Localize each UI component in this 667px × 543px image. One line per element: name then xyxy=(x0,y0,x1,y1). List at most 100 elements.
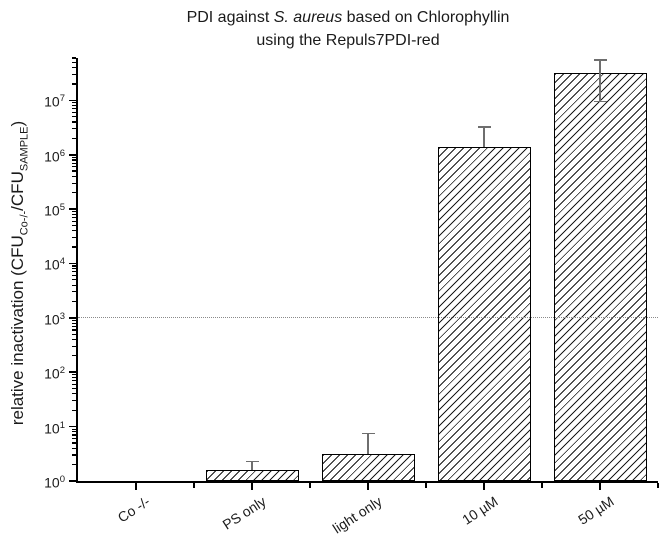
y-axis-minor-tick xyxy=(71,329,76,331)
y-axis-minor-tick xyxy=(71,66,76,69)
y-axis-minor-tick xyxy=(71,442,76,444)
y-axis-major-tick xyxy=(69,262,76,265)
y-axis-minor-tick xyxy=(71,236,76,239)
y-axis-minor-tick xyxy=(71,116,76,118)
title-text: based on Chlorophyllin xyxy=(342,9,510,26)
y-axis-minor-tick xyxy=(71,374,76,376)
y-axis-minor-tick xyxy=(71,383,76,385)
y-tick-label: 105 xyxy=(44,202,65,219)
y-axis-minor-tick xyxy=(71,279,76,281)
y-axis-minor-tick xyxy=(71,213,76,215)
y-axis-minor-tick xyxy=(71,108,76,110)
y-axis-minor-tick xyxy=(71,182,76,184)
y-axis-minor-tick xyxy=(71,111,76,113)
bar-10-m xyxy=(437,146,531,481)
x-axis-major-tick xyxy=(251,483,253,490)
y-tick-label: 100 xyxy=(44,474,65,491)
y-axis-minor-tick xyxy=(71,137,76,139)
bar-50-m xyxy=(553,72,647,481)
y-axis-minor-tick xyxy=(71,319,76,321)
x-axis-major-tick xyxy=(483,483,485,490)
error-bar-line xyxy=(367,433,369,454)
x-tick-label: 10 µM xyxy=(459,493,501,528)
x-tick-label: Co -/- xyxy=(114,493,153,526)
y-axis-minor-tick xyxy=(71,156,76,158)
x-axis-minor-tick xyxy=(193,483,195,488)
error-bar-bottom-cap xyxy=(593,100,607,103)
x-axis-minor-tick xyxy=(425,483,427,488)
y-axis-major-tick xyxy=(69,371,76,374)
y-axis-minor-tick xyxy=(71,102,76,104)
y-axis-major-tick xyxy=(69,317,76,319)
error-bar-top-cap xyxy=(477,126,491,128)
y-axis-minor-tick xyxy=(71,128,76,130)
reference-line xyxy=(78,317,658,319)
y-axis-minor-tick xyxy=(71,166,76,168)
y-tick-label: 107 xyxy=(44,93,65,110)
y-axis-minor-tick xyxy=(71,230,76,232)
y-axis-minor-tick xyxy=(71,284,76,286)
y-axis-minor-tick xyxy=(71,322,76,324)
y-axis-minor-tick xyxy=(71,224,76,227)
plot-area xyxy=(78,58,658,481)
y-axis-major-tick xyxy=(69,425,76,428)
y-axis-minor-tick xyxy=(71,380,76,382)
y-axis-minor-tick xyxy=(71,431,76,433)
y-axis-minor-tick xyxy=(71,170,76,172)
x-axis-major-tick xyxy=(367,483,369,490)
y-tick-label: 106 xyxy=(44,147,65,165)
y-axis-minor-tick xyxy=(71,355,76,357)
y-axis-minor-tick xyxy=(71,338,76,341)
y-axis-major-tick xyxy=(69,99,76,102)
error-bar-line xyxy=(483,127,485,147)
y-axis-minor-tick xyxy=(71,345,76,347)
x-axis-minor-tick xyxy=(541,483,543,488)
x-axis-minor-tick xyxy=(309,483,311,488)
y-tick-label: 104 xyxy=(44,256,65,274)
x-axis-line xyxy=(76,481,658,483)
y-axis-minor-tick xyxy=(71,447,76,449)
y-tick-label: 103 xyxy=(44,310,65,328)
y-axis-minor-tick xyxy=(71,57,76,59)
x-tick-label: light only xyxy=(329,493,385,537)
error-bar-top-cap xyxy=(245,460,259,463)
y-axis-minor-tick xyxy=(71,291,76,293)
y-axis-line xyxy=(76,58,78,483)
error-bar-top-cap xyxy=(593,59,607,61)
y-axis-minor-tick xyxy=(71,300,76,303)
ylabel-text: ) xyxy=(8,120,27,127)
y-axis-minor-tick xyxy=(71,73,76,75)
y-axis-minor-tick xyxy=(71,175,76,177)
y-axis-minor-tick xyxy=(71,271,76,273)
y-axis-major-tick xyxy=(69,153,76,156)
y-tick-label: 101 xyxy=(44,419,65,437)
chart-title: PDI against S. aureus based on Chlorophy… xyxy=(28,6,667,52)
error-bar-line xyxy=(251,461,253,470)
y-axis-minor-tick xyxy=(71,388,76,390)
y-axis-minor-tick xyxy=(71,192,76,194)
y-axis-minor-tick xyxy=(71,438,76,440)
y-axis-minor-tick xyxy=(71,409,76,411)
x-axis-major-tick xyxy=(599,483,601,490)
y-axis-minor-tick xyxy=(71,268,76,270)
title-species-italic: S. aureus xyxy=(273,9,343,26)
y-axis-minor-tick xyxy=(71,434,76,436)
y-axis-minor-tick xyxy=(71,220,76,222)
y-axis-minor-tick xyxy=(71,454,76,456)
y-axis-minor-tick xyxy=(71,464,76,466)
y-axis-minor-tick xyxy=(71,400,76,402)
y-axis-major-tick xyxy=(69,208,76,210)
y-axis-minor-tick xyxy=(71,274,76,277)
y-axis-minor-tick xyxy=(71,265,76,267)
y-tick-label: 102 xyxy=(44,365,65,382)
y-axis-minor-tick xyxy=(71,428,76,430)
x-axis-minor-tick xyxy=(657,483,659,488)
y-axis-minor-tick xyxy=(71,159,76,161)
y-axis-minor-tick xyxy=(71,83,76,85)
y-axis-minor-tick xyxy=(71,210,76,213)
y-axis-minor-tick xyxy=(71,246,76,248)
title-text: PDI against xyxy=(186,9,274,26)
chart-title-line1: PDI against S. aureus based on Chlorophy… xyxy=(28,6,667,29)
y-axis-minor-tick xyxy=(71,325,76,327)
